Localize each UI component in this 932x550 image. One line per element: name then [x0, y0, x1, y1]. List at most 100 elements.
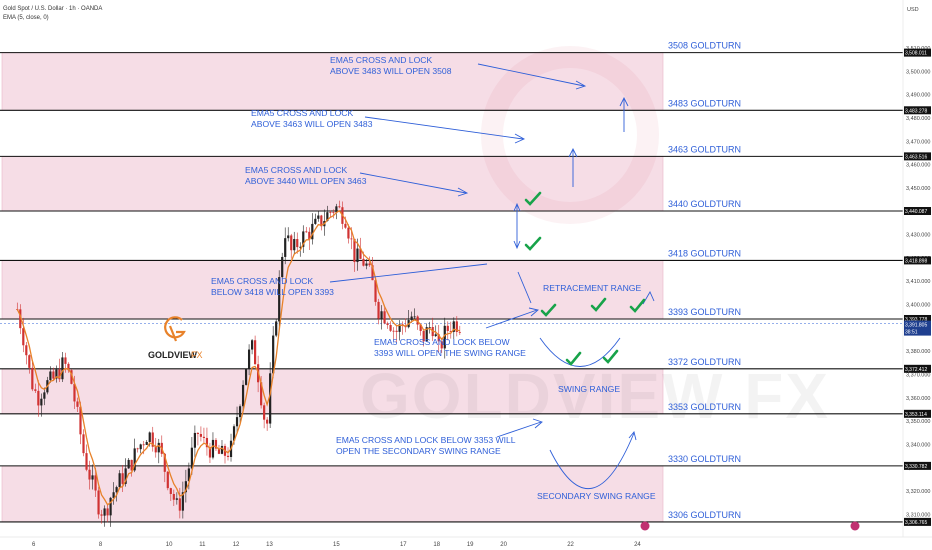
- candle-body: [362, 258, 365, 266]
- level-price-tag: 3,483.278: [905, 108, 927, 114]
- candle-body: [326, 212, 329, 221]
- candle-body: [293, 239, 296, 251]
- goldturn-level-label: 3508 GOLDTURN: [668, 41, 741, 51]
- candle-body: [344, 223, 347, 228]
- candle-body: [124, 468, 127, 484]
- price-tick-label: 3,460.000: [906, 163, 930, 169]
- candle-body: [199, 433, 203, 437]
- arrow-to-3483: [364, 116, 526, 144]
- annotation-texts: EMA5 CROSS AND LOCK ABOVE 3483 WILL OPEN…: [211, 55, 656, 501]
- candle-body: [91, 475, 94, 480]
- zones-layer: [1, 52, 664, 523]
- level-price-tag-bg: [904, 517, 931, 526]
- candle-body: [148, 432, 151, 442]
- candle-body: [371, 265, 374, 281]
- level-price-tag: 3,372.412: [905, 367, 927, 373]
- candle-body: [452, 321, 455, 332]
- double-arrow-3418-3440: [513, 202, 521, 250]
- price-tick-label: 3,320.000: [906, 489, 930, 495]
- symbol-title: Gold Spot / U.S. Dollar · 1h · OANDA: [3, 6, 102, 12]
- candle-body: [142, 444, 145, 446]
- goldturn-level-label: 3353 GOLDTURN: [668, 402, 741, 412]
- level-price-tag-bg: [904, 461, 931, 470]
- time-tick-label: 19: [467, 542, 474, 548]
- price-tick-label: 3,470.000: [906, 139, 930, 145]
- swing-range-label: SWING RANGE: [558, 384, 620, 394]
- price-tick-label: 3,410.000: [906, 279, 930, 285]
- candle-body: [100, 514, 103, 516]
- logo-brand: GOLDVIEW: [148, 350, 198, 360]
- goldturn-level-label: 3440 GOLDTURN: [668, 199, 741, 209]
- line-below-3418: [329, 263, 488, 283]
- candle-body: [446, 325, 449, 332]
- time-tick-label: 18: [433, 542, 440, 548]
- price-axis: USD 3,310.0003,320.0003,330.0003,340.000…: [902, 0, 932, 537]
- candle-body: [422, 330, 425, 342]
- candle-body: [214, 439, 218, 449]
- candle-body: [269, 373, 272, 424]
- candle-body: [305, 231, 308, 233]
- candle-body: [335, 206, 338, 213]
- candle-body: [410, 316, 413, 321]
- retracement-range-label: RETRACEMENT RANGE: [543, 283, 641, 293]
- candle-body: [58, 369, 61, 380]
- candle-body: [232, 426, 236, 441]
- price-tick-label: 3,450.000: [906, 186, 930, 192]
- candle-body: [49, 371, 52, 381]
- note-swing-l2: 3393 WILL OPEN THE SWING RANGE: [374, 348, 526, 358]
- candle-body: [395, 330, 398, 332]
- candle-body: [413, 316, 416, 318]
- price-axis-bg: [903, 0, 932, 537]
- candle-body: [241, 384, 245, 407]
- candle-body: [238, 406, 242, 418]
- level-price-tag: 3,463.516: [905, 154, 927, 160]
- price-tags: 3,508.011 3,483.278 3,463.516 3,440.087 3,41…: [904, 48, 931, 526]
- candle-body: [52, 371, 55, 379]
- annotation-layer: [329, 63, 655, 490]
- note-3393-l2: BELOW 3418 WILL OPEN 3393: [211, 287, 334, 297]
- note-3463-l2: ABOVE 3440 WILL OPEN 3463: [245, 176, 367, 186]
- candle-body: [70, 370, 73, 384]
- candle-body: [130, 459, 133, 471]
- candle-body: [244, 368, 248, 385]
- time-axis: 6 8 10 11 12 13 15 17 18 19 20 22 24: [0, 521, 932, 550]
- candle-body: [196, 432, 200, 434]
- price-ticks: 3,310.0003,320.0003,330.0003,340.0003,35…: [906, 46, 930, 518]
- candle-body: [416, 316, 419, 325]
- level-price-tag: 3,330.782: [905, 464, 927, 470]
- candle-body: [455, 321, 458, 332]
- note-3508-l1: EMA5 CROSS AND LOCK: [330, 55, 432, 65]
- candle-body: [211, 439, 215, 458]
- candle-body: [260, 382, 263, 406]
- currency-label: USD: [907, 7, 919, 13]
- candle-body: [314, 218, 317, 224]
- candle-body: [220, 445, 224, 454]
- arrow-secondary: [496, 418, 543, 438]
- candle-body: [175, 498, 178, 500]
- time-tick-label: 13: [266, 542, 273, 548]
- check-icon: [602, 349, 619, 364]
- time-tick-label: 15: [333, 542, 340, 548]
- event-flag-icon[interactable]: [850, 521, 860, 531]
- candle-body: [359, 248, 362, 259]
- goldview-logo: GOLDVIEW FX: [148, 316, 203, 360]
- time-tick-label: 6: [32, 542, 36, 548]
- price-tick-label: 3,340.000: [906, 442, 930, 448]
- candle-body: [202, 436, 206, 438]
- ema-line: [16, 209, 460, 506]
- candle-body: [157, 442, 160, 453]
- candle-body: [79, 406, 82, 435]
- candle-body: [139, 444, 142, 450]
- candle-body: [154, 446, 157, 453]
- candle-body: [43, 392, 46, 399]
- event-flag-icon[interactable]: [640, 521, 650, 531]
- time-tick-label: 12: [233, 542, 240, 548]
- candle-body: [40, 398, 43, 406]
- candle-body: [299, 246, 302, 248]
- candle-body: [434, 334, 437, 337]
- candle-body: [368, 263, 371, 266]
- candle-body: [428, 327, 431, 328]
- time-ticks: 6 8 10 11 12 13 15 17 18 19 20 22 24: [32, 542, 641, 548]
- candle-body: [278, 277, 281, 322]
